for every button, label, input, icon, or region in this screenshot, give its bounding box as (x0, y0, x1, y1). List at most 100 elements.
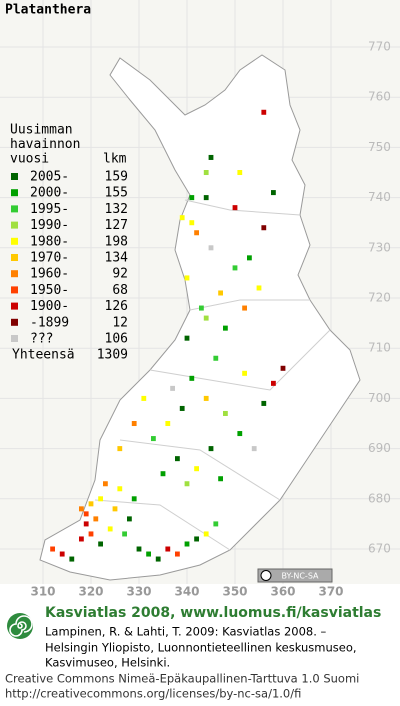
observation-cell (194, 230, 199, 236)
observation-cell (203, 531, 209, 537)
observation-cell (232, 265, 238, 271)
observation-cell (98, 541, 103, 547)
legend-label: 2000- (30, 186, 69, 201)
observation-cell (261, 109, 267, 115)
observation-cell (184, 541, 190, 547)
legend-heading: Uusimman (10, 123, 73, 138)
observation-cell (203, 395, 209, 401)
x-tick-label: 330 (126, 585, 151, 599)
observation-cell (203, 195, 209, 201)
map-title: Platanthera (5, 3, 91, 18)
observation-cell (189, 220, 195, 226)
legend-swatch (11, 205, 18, 213)
observation-cell (93, 516, 99, 522)
observation-cell (50, 546, 55, 552)
legend-label: 1900- (30, 299, 69, 314)
badge-text: BY-NC-SA (281, 572, 319, 581)
legend-label: 2005- (30, 170, 69, 185)
y-tick-label: 740 (368, 190, 391, 204)
observation-cell (88, 501, 94, 507)
legend-count: 127 (105, 218, 128, 233)
observation-cell (131, 421, 137, 427)
legend-count: 134 (105, 251, 129, 266)
legend-count: 68 (112, 283, 128, 298)
observation-cell (83, 511, 89, 517)
observation-cell (223, 410, 228, 416)
legend-label: 1960- (30, 267, 69, 282)
observation-cell (107, 526, 113, 532)
observation-cell (141, 395, 147, 401)
x-tick-label: 340 (174, 585, 199, 599)
observation-cell (155, 556, 161, 562)
observation-cell (79, 506, 84, 512)
y-tick-label: 700 (368, 391, 391, 405)
y-tick-label: 690 (368, 441, 391, 455)
legend-count: 159 (105, 170, 128, 185)
observation-cell (232, 205, 238, 211)
observation-cell (131, 496, 137, 502)
observation-cell (69, 556, 75, 562)
observation-cell (184, 275, 190, 281)
observation-cell (184, 335, 190, 341)
observation-cell (256, 285, 262, 291)
citation-line: Lampinen, R. & Lahti, T. 2009: Kasviatla… (45, 625, 327, 639)
observation-cell (117, 446, 123, 452)
legend-swatch (11, 254, 18, 261)
observation-cell (247, 255, 252, 261)
observation-cell (271, 380, 276, 386)
legend-count: 126 (105, 299, 128, 314)
y-tick-label: 770 (368, 40, 391, 54)
legend-swatch (11, 335, 18, 342)
observation-cell (184, 481, 190, 487)
observation-cell (199, 305, 204, 311)
x-tick-label: 310 (30, 585, 55, 599)
legend-label: 1970- (30, 251, 69, 266)
observation-cell (208, 245, 214, 251)
legend-heading: havainnon (10, 137, 80, 152)
observation-cell (237, 431, 243, 437)
legend-count: 106 (105, 332, 128, 347)
observation-cell (242, 370, 247, 376)
observation-cell (203, 315, 209, 321)
observation-cell (179, 215, 185, 221)
observation-cell (179, 405, 185, 411)
x-tick-label: 370 (318, 585, 343, 599)
observation-cell (223, 325, 228, 331)
legend-label: ??? (30, 332, 53, 347)
legend-total: 1309 (97, 348, 128, 363)
province-borders (94, 199, 331, 551)
footer-headline: Kasviatlas 2008, www.luomus.fi/kasviatla… (45, 605, 381, 621)
observation-cell (127, 516, 132, 522)
legend-label: -1899 (30, 315, 69, 330)
observation-cell (280, 365, 286, 371)
observation-cell (103, 481, 108, 487)
legend-count: 12 (112, 315, 128, 330)
legend-swatch (11, 237, 18, 245)
x-tick-label: 350 (222, 585, 247, 599)
badge-box (257, 568, 333, 583)
observation-cell (136, 546, 142, 552)
observation-cell (194, 536, 199, 542)
legend-swatch (11, 189, 18, 197)
logo-spiral (9, 615, 33, 637)
observation-cell (251, 446, 257, 452)
observation-cell (208, 446, 214, 452)
legend-count: 92 (112, 267, 128, 282)
y-tick-label: 720 (368, 291, 391, 305)
observation-cell (189, 195, 195, 201)
observation-cell (242, 305, 247, 311)
observation-cell (112, 506, 118, 512)
legend-label: 1980- (30, 234, 69, 249)
observation-cell (218, 290, 223, 296)
observation-cell (59, 551, 65, 557)
observation-cell (175, 456, 180, 462)
legend-count: 132 (105, 202, 128, 217)
observation-cell (218, 476, 223, 482)
legend-swatch (11, 318, 18, 326)
y-tick-label: 680 (368, 491, 391, 505)
observation-cell (88, 531, 94, 537)
observation-cell (98, 496, 103, 502)
observation-cell (189, 375, 195, 381)
observation-cell (122, 531, 127, 537)
legend-heading: vuosi (10, 152, 49, 167)
